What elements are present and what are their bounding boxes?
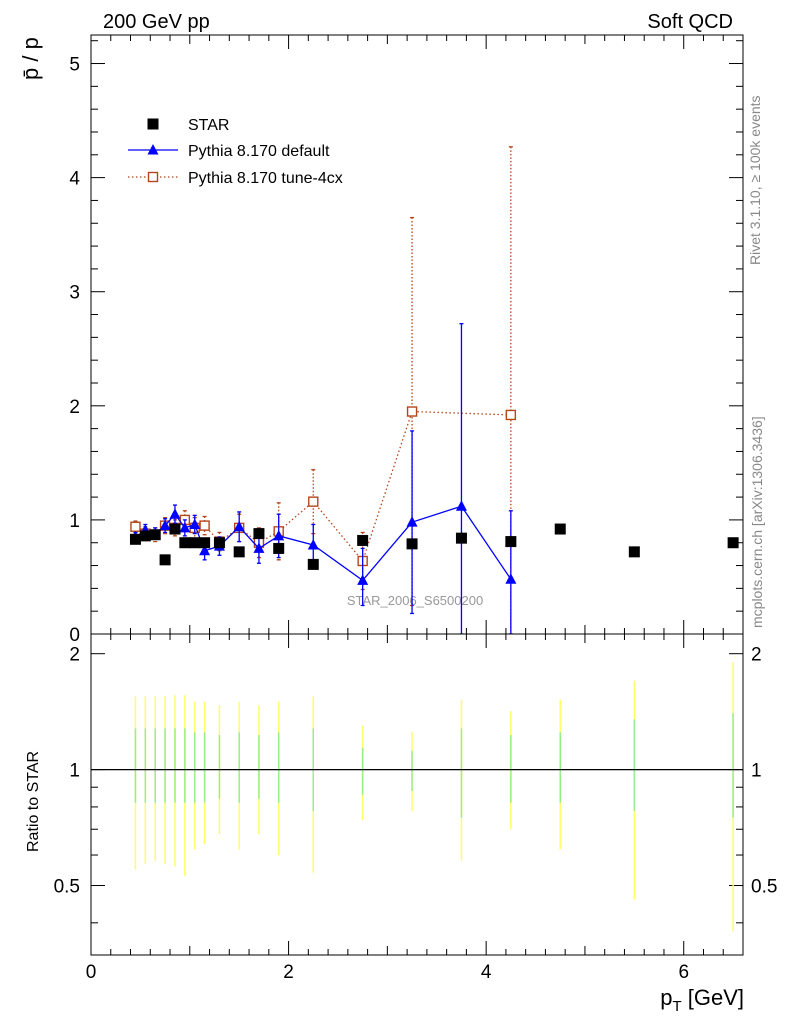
data-point xyxy=(628,546,640,558)
data-point xyxy=(455,532,467,544)
ratio-tick-label: 0.5 xyxy=(54,877,80,898)
x-tick-label: 0 xyxy=(86,962,97,983)
data-point xyxy=(147,171,159,183)
x-tick-label: 2 xyxy=(283,962,294,983)
y-tick-label: 3 xyxy=(69,283,80,304)
header-left: 200 GeV pp xyxy=(103,11,210,33)
y-tick-label: 2 xyxy=(69,397,80,418)
data-point xyxy=(179,537,191,549)
x-tick-label: 6 xyxy=(678,962,689,983)
y-tick-label: 0 xyxy=(69,625,80,646)
data-point xyxy=(406,538,418,550)
data-area xyxy=(129,146,739,634)
data-point xyxy=(505,409,517,421)
data-point xyxy=(273,542,285,554)
data-point xyxy=(199,544,211,556)
data-point xyxy=(253,542,265,553)
data-point xyxy=(159,554,171,566)
data-point xyxy=(357,574,369,585)
legend-label-0: STAR xyxy=(188,117,229,134)
data-point xyxy=(406,406,418,417)
data-point xyxy=(307,558,319,570)
data-point xyxy=(129,533,141,545)
legend: STAR Pythia 8.170 default Pythia 8.170 tun… xyxy=(128,117,343,187)
legend-label-1: Pythia 8.170 default xyxy=(188,143,330,160)
ratio-frame xyxy=(90,633,744,956)
data-point xyxy=(727,537,739,549)
data-point xyxy=(139,530,151,542)
data-point xyxy=(357,534,369,546)
y-tick-label: 4 xyxy=(69,169,80,190)
data-point xyxy=(505,573,517,584)
data-point xyxy=(213,537,225,549)
data-point xyxy=(149,529,161,541)
ratio-tick-label-right: 0.5 xyxy=(751,877,777,898)
data-point xyxy=(159,519,171,531)
data-point xyxy=(308,496,319,507)
data-point xyxy=(273,529,285,541)
mcplots-label: mcplots.cern.ch [arXiv:1306.3436] xyxy=(749,416,765,628)
data-point xyxy=(406,516,418,527)
data-point xyxy=(179,521,191,533)
ratio-tick-label: 1 xyxy=(69,761,80,782)
data-point xyxy=(253,528,265,540)
y-axis-label: p̄ / p xyxy=(18,37,43,80)
header-right: Soft QCD xyxy=(647,11,733,33)
data-point xyxy=(189,518,201,529)
main-panel: 0 1 2 3 4 5 xyxy=(69,34,744,646)
series-0 xyxy=(129,523,739,570)
data-point xyxy=(554,523,566,535)
legend-label-2: Pythia 8.170 tune-4cx xyxy=(188,170,343,187)
ratio-axis-label: Ratio to STAR xyxy=(25,751,42,852)
x-axis-label: pT [GeV] xyxy=(660,985,744,1015)
data-point xyxy=(147,118,159,130)
data-point xyxy=(169,508,181,519)
analysis-watermark: STAR_2006_S6500200 xyxy=(347,593,483,608)
ratio-tick-label-right: 2 xyxy=(751,645,762,666)
ratio-panel: 0 2 4 6 0.5 0.5 1 1 2 2 xyxy=(54,633,777,983)
data-point xyxy=(147,144,159,155)
data-point xyxy=(199,520,210,531)
data-point xyxy=(307,539,319,550)
series-1 xyxy=(129,323,517,634)
series-2 xyxy=(130,146,517,634)
data-point xyxy=(233,520,245,532)
data-point xyxy=(130,521,141,532)
data-point xyxy=(169,523,181,535)
data-point xyxy=(455,500,467,511)
rivet-label: Rivet 3.1.10, ≥ 100k events xyxy=(747,95,763,265)
x-tick-label: 4 xyxy=(481,962,492,983)
ratio-tick-label-right: 1 xyxy=(751,761,762,782)
y-tick-label: 1 xyxy=(69,511,80,532)
data-point xyxy=(199,537,211,549)
ratio-tick-label: 2 xyxy=(69,645,80,666)
data-point xyxy=(505,536,517,548)
y-tick-label: 5 xyxy=(69,55,80,76)
data-point xyxy=(189,537,201,549)
data-point xyxy=(233,546,245,558)
